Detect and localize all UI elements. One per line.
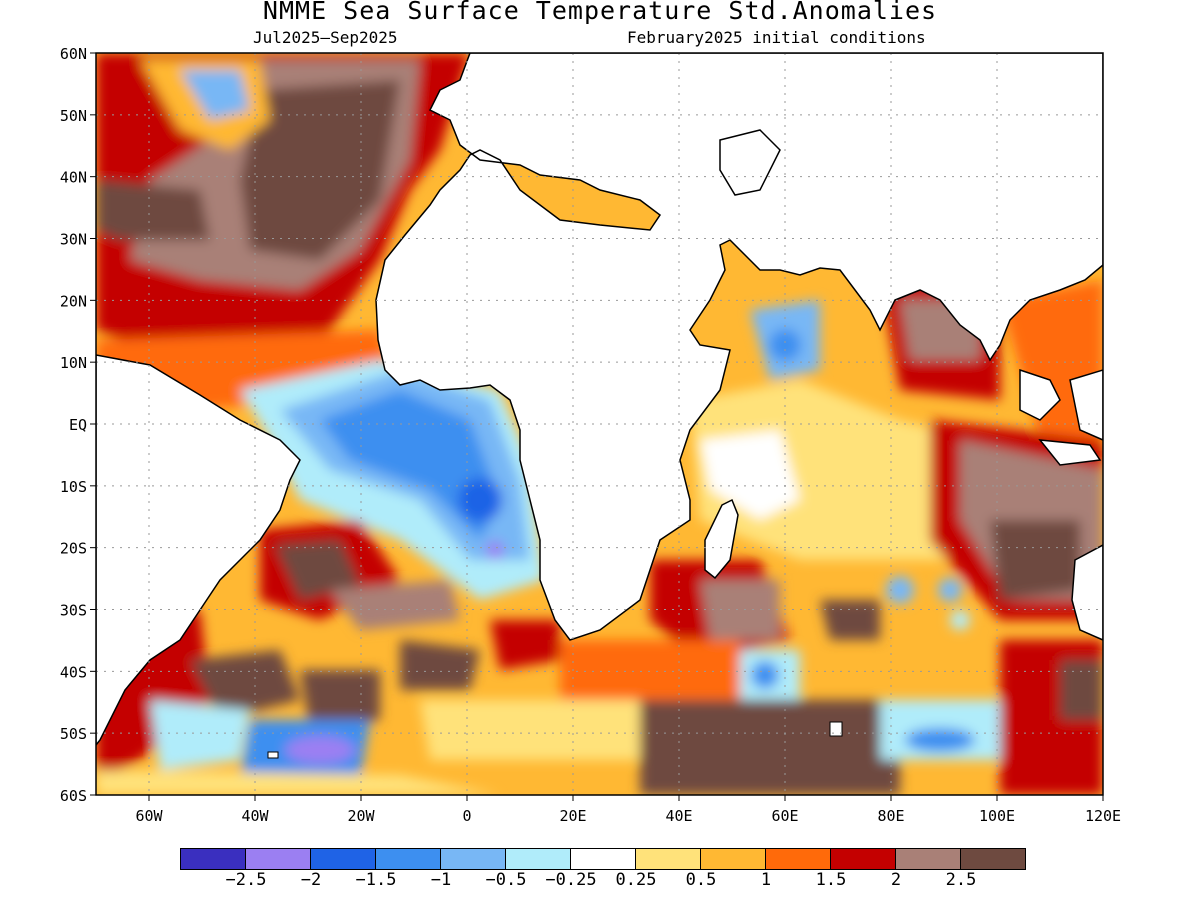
lat-tick-label: 40S [60,663,87,681]
colorbar-label: 0.5 [685,870,717,890]
lat-tick-label: 10S [60,478,87,496]
lat-tick-label: 60N [60,45,87,63]
axis-ticks [90,52,1104,801]
lon-tick-label: 20E [559,807,586,825]
lat-tick-label: 40N [60,169,87,187]
colorbar-label: −0.5 [485,870,527,890]
lat-tick-label: EQ [69,416,87,434]
forecast-period: Jul2025–Sep2025 [253,28,398,47]
colorbar-swatch [246,849,311,869]
chart-title: NMME Sea Surface Temperature Std.Anomali… [262,0,938,25]
lon-tick-label: 20W [347,807,375,825]
latitude-axis: 60N 50N 40N 30N 20N 10N EQ 10S 20S 30S 40S 50S 60S [60,45,87,805]
lat-tick-label: 50N [60,107,87,125]
land-masses [96,53,1103,747]
lat-tick-label: 30S [60,602,87,620]
lon-tick-label: 60W [135,807,163,825]
lat-tick-label: 10N [60,354,87,372]
lon-tick-label: 60E [771,807,798,825]
colorbar-label: 2.5 [945,870,977,890]
lat-tick-label: 50S [60,725,87,743]
colorbar-swatch [181,849,246,869]
initial-conditions: February2025 initial conditions [627,28,926,47]
colorbar-swatch [701,849,766,869]
colorbar [180,848,1026,870]
colorbar-label: −1.5 [355,870,397,890]
colorbar-swatch [441,849,506,869]
colorbar-label: −2.5 [225,870,267,890]
colorbar-swatch [831,849,896,869]
colorbar-swatch [376,849,441,869]
colorbar-label: −0.25 [545,870,597,890]
colorbar-swatch [311,849,376,869]
lon-tick-label: 0 [462,807,471,825]
lon-tick-label: 120E [1085,807,1121,825]
colorbar-label: 1 [760,870,772,890]
lat-tick-label: 20N [60,292,87,310]
colorbar-swatch [636,849,701,869]
colorbar-label: 1.5 [815,870,847,890]
longitude-axis: 60W 40W 20W 0 20E 40E 60E 80E 100E 120E [135,807,1121,825]
anomaly-field [96,53,1103,795]
colorbar-swatch [506,849,571,869]
lat-tick-label: 60S [60,787,87,805]
lon-tick-label: 80E [877,807,904,825]
lat-tick-label: 30N [60,231,87,249]
colorbar-label: −2 [300,870,322,890]
colorbar-label: −1 [430,870,452,890]
lon-tick-label: 40E [665,807,692,825]
colorbar-swatch [571,849,636,869]
colorbar-label: 2 [890,870,902,890]
lon-tick-label: 40W [241,807,269,825]
colorbar-swatch [961,849,1025,869]
colorbar-swatch [766,849,831,869]
colorbar-label: 0.25 [615,870,657,890]
colorbar-swatch [896,849,961,869]
lon-tick-label: 100E [979,807,1015,825]
lat-tick-label: 20S [60,540,87,558]
